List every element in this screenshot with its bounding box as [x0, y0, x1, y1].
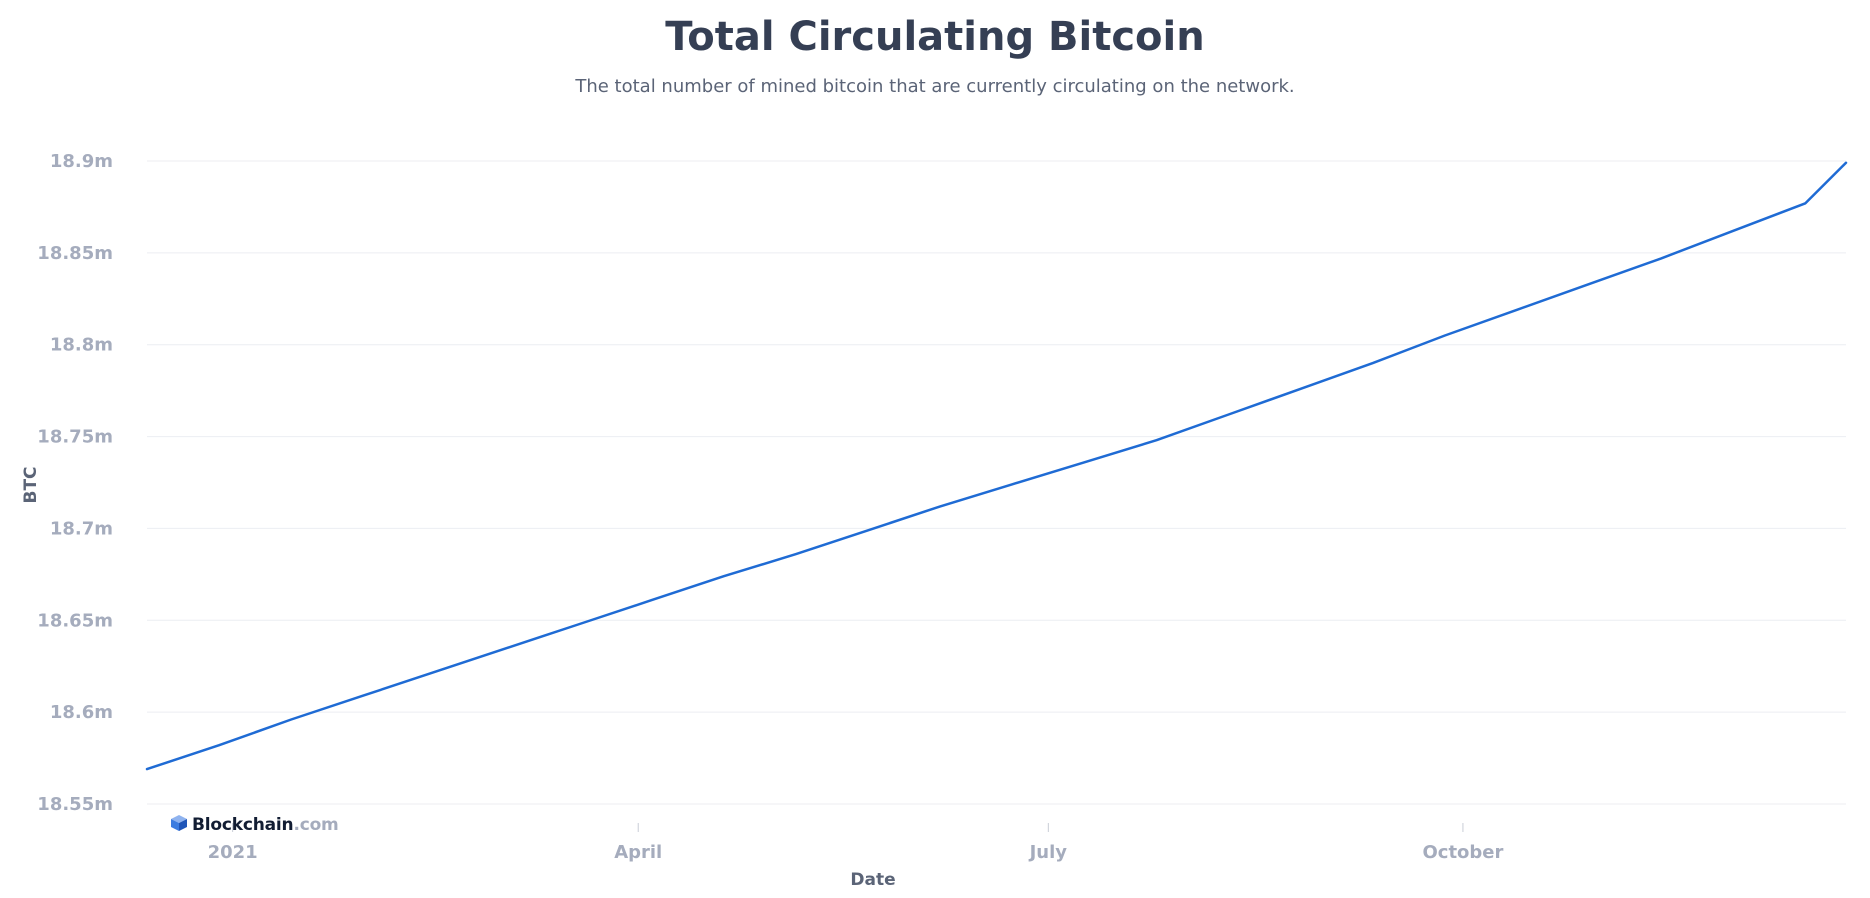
- watermark-domain: .com: [293, 815, 339, 835]
- y-tick-label: 18.85m: [37, 243, 113, 264]
- y-tick-label: 18.75m: [37, 427, 113, 448]
- chart-subtitle: The total number of mined bitcoin that a…: [575, 76, 1295, 97]
- series-line: [145, 161, 1848, 771]
- y-tick-label: 18.55m: [37, 794, 113, 815]
- y-tick-label: 18.6m: [50, 702, 113, 723]
- y-tick-label: 18.65m: [37, 610, 113, 631]
- chart-title: Total Circulating Bitcoin: [665, 14, 1205, 60]
- y-axis-ticks: 18.55m 18.6m 18.65m 18.7m 18.75m 18.8m 18.85m 1…: [37, 151, 113, 815]
- y-axis-label: BTC: [21, 466, 41, 503]
- y-tick-label: 18.9m: [50, 151, 113, 172]
- y-tick-label: 18.8m: [50, 335, 113, 356]
- blockchain-watermark: Blockchain.com: [170, 814, 339, 835]
- x-tick-label: 2021: [208, 842, 258, 863]
- series-layer: [145, 161, 1848, 771]
- x-axis-label: Date: [850, 870, 895, 890]
- grid-lines: [147, 160, 1846, 805]
- x-tick-label: July: [1028, 842, 1068, 863]
- watermark-brand: Blockchain: [192, 815, 294, 835]
- y-tick-label: 18.7m: [50, 518, 113, 539]
- blockchain-logo-icon: [171, 815, 187, 831]
- x-tick-label: October: [1422, 842, 1503, 863]
- x-tick-label: April: [614, 842, 662, 863]
- x-axis-ticks: 2021 April July October: [208, 823, 1504, 863]
